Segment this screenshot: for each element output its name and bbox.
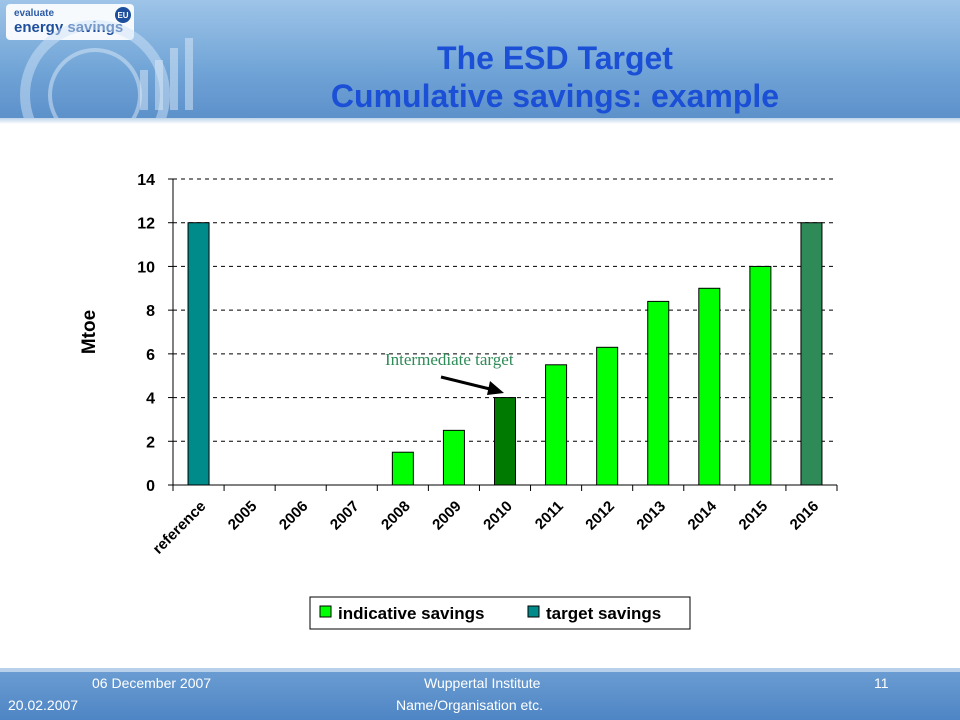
x-tick-label: 2015 [736, 498, 772, 534]
y-tick-label: 0 [146, 478, 155, 495]
annotation-arrow-head [487, 381, 504, 395]
slide-title-line-1: The ESD Target [437, 40, 673, 76]
logo-eu-badge: EU [117, 11, 128, 20]
x-tick-label: 2008 [378, 498, 414, 534]
bar-2009 [442, 429, 465, 486]
footer-date-bottom: 20.02.2007 [8, 697, 79, 713]
footer-institute: Wuppertal Institute [424, 675, 541, 691]
x-tick-label: 2013 [633, 498, 669, 534]
y-tick-label: 2 [146, 434, 155, 451]
x-tick-label: 2007 [327, 498, 363, 534]
slide-title-line-2: Cumulative savings: example [330, 78, 780, 114]
x-tick-label: 2006 [276, 498, 312, 534]
y-tick-label: 6 [146, 347, 155, 364]
legend-label: target savings [546, 604, 661, 623]
bar-2015 [749, 265, 772, 486]
cumulative-savings-chart: 0 2 4 6 8 10 12 14 reference 2005 2006 2007 2008 2009… [79, 172, 838, 630]
y-tick-label: 4 [146, 391, 155, 408]
legend-swatch [319, 605, 332, 618]
y-tick-label: 10 [137, 259, 155, 276]
x-tick-label: 2016 [787, 498, 823, 534]
y-tick-label: 14 [137, 172, 155, 189]
x-tick-label: 2014 [685, 497, 721, 533]
footer-divider [0, 668, 960, 672]
y-tick-label: 12 [137, 216, 155, 233]
header-shadow [0, 118, 960, 124]
legend-box [309, 596, 691, 630]
bar-2008 [391, 451, 414, 486]
y-tick-label: 8 [146, 303, 155, 320]
footer-page-number: 11 [874, 675, 889, 691]
footer-organisation: Name/Organisation etc. [396, 697, 544, 713]
x-tick-label: 2012 [582, 498, 618, 534]
header-decoration [20, 20, 193, 122]
bar-2013 [647, 300, 670, 486]
footer-bar: 06 December 2007 20.02.2007 Wuppertal In… [0, 672, 960, 720]
bar-2014 [698, 287, 721, 486]
bar-2016 [800, 222, 823, 486]
footer-date-top: 06 December 2007 [92, 675, 212, 691]
x-tick-label: 2005 [225, 498, 261, 534]
y-axis-label: Mtoe [79, 310, 100, 354]
x-tick-label: reference [150, 498, 210, 558]
bar-2011 [545, 364, 568, 486]
header-banner: evaluate energy savings EU The ESD Targe… [0, 0, 960, 122]
logo-top-text: evaluate [14, 8, 54, 19]
legend-label: indicative savings [338, 604, 484, 623]
x-tick-label: 2010 [480, 498, 516, 534]
intermediate-target-annotation: Intermediate target [385, 350, 514, 369]
bar-reference [187, 222, 210, 486]
x-tick-label: 2009 [429, 498, 465, 534]
bar-2012 [596, 346, 619, 486]
legend-swatch [527, 605, 540, 618]
x-tick-label: 2011 [532, 498, 567, 533]
bar-2010 [494, 397, 516, 486]
